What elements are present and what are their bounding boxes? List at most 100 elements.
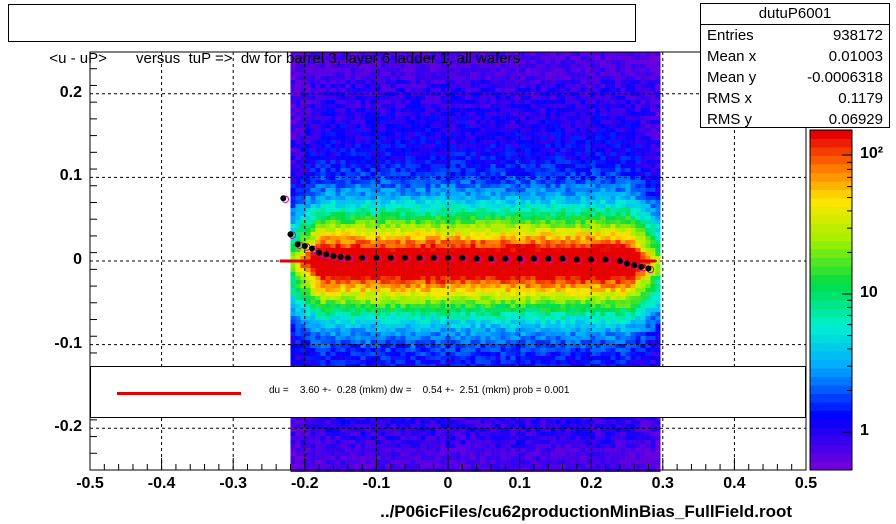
profile-point <box>430 254 437 261</box>
profile-point <box>301 242 308 249</box>
color-scale-step <box>810 240 852 250</box>
profile-point <box>559 255 566 262</box>
x-tick-label: -0.4 <box>147 475 176 492</box>
x-tick-label: -0.3 <box>219 475 247 492</box>
profile-point <box>473 255 480 262</box>
color-scale-step <box>810 419 852 428</box>
profile-point <box>308 245 315 252</box>
stats-value: 0.06929 <box>828 111 883 128</box>
color-scale-step <box>810 385 852 394</box>
profile-point <box>645 265 652 272</box>
profile-point <box>330 252 337 259</box>
color-scale-step <box>810 300 852 309</box>
profile-point <box>316 249 323 256</box>
profile-point <box>402 254 409 261</box>
fit-legend: du = 3.60 +- 0.28 (mkm) dw = 0.54 +- 2.5… <box>90 366 806 418</box>
profile-point <box>359 254 366 261</box>
color-scale-step <box>810 402 852 411</box>
y-tick-label: 0.2 <box>59 83 82 101</box>
color-scale-step <box>810 325 852 335</box>
color-scale-step <box>810 427 852 437</box>
color-scale-step <box>810 266 852 275</box>
x-tick-label: 0.1 <box>508 475 531 492</box>
color-scale-step <box>810 257 852 267</box>
stats-value: 0.1179 <box>838 90 883 107</box>
color-scale-step <box>810 249 852 258</box>
z-tick-label: 1 <box>860 422 869 439</box>
profile-point <box>624 260 630 267</box>
z-tick-label: 10 <box>860 284 878 301</box>
color-scale-step <box>810 138 852 148</box>
color-scale-step <box>810 223 852 233</box>
color-scale-step <box>810 189 852 199</box>
color-scale-step <box>810 444 852 454</box>
color-scale-step <box>810 274 852 284</box>
profile-point <box>573 256 580 263</box>
chart-title: <u - uP> versus tuP => dw for barrel 3, … <box>8 4 636 67</box>
y-tick-label: 0.1 <box>59 167 82 185</box>
color-scale-step <box>810 308 852 318</box>
color-scale-step <box>810 232 852 241</box>
profile-point <box>287 231 294 238</box>
stats-label: RMS x <box>707 90 752 107</box>
profile-point <box>616 258 623 264</box>
stats-label: Mean y <box>707 69 757 86</box>
color-scale-step <box>810 368 852 377</box>
stats-row-entries: Entries 938172 <box>701 25 889 46</box>
x-tick-label: -0.1 <box>362 475 391 492</box>
stats-label: Mean x <box>707 48 757 65</box>
color-scale-step <box>810 198 852 207</box>
color-scale-step <box>810 164 852 173</box>
profile-point <box>502 255 509 262</box>
color-scale-step <box>810 342 852 352</box>
profile-point <box>387 254 394 261</box>
profile-point <box>459 254 466 261</box>
color-scale-step <box>810 436 852 445</box>
profile-point <box>588 256 595 263</box>
profile-point <box>445 254 451 261</box>
color-scale-step <box>810 291 852 301</box>
color-scale-step <box>810 359 852 369</box>
color-scale-step <box>810 453 852 462</box>
profile-point <box>602 256 609 263</box>
stats-value: 938172 <box>832 27 883 44</box>
profile-point <box>344 254 351 261</box>
color-scale-step <box>810 376 852 386</box>
profile-point <box>545 255 552 262</box>
stats-histogram-name: dutuP6001 <box>701 4 889 25</box>
x-tick-label: 0.3 <box>651 475 674 492</box>
source-file-label: ../P06icFiles/cu62productionMinBias_Full… <box>380 502 792 521</box>
color-scale-step <box>810 461 852 471</box>
color-scale-step <box>810 334 852 343</box>
color-scale-step <box>810 410 852 420</box>
x-tick-label: -0.5 <box>76 475 104 492</box>
profile-point <box>530 255 537 262</box>
color-scale-step <box>810 283 852 292</box>
color-scale-step <box>810 206 852 216</box>
z-tick-label: 10² <box>860 145 884 162</box>
color-scale-step <box>810 215 852 224</box>
profile-point <box>323 251 330 258</box>
color-scale-step <box>810 393 852 403</box>
profile-point <box>294 241 301 248</box>
chart-title-text: <u - uP> versus tuP => dw for barrel 3, … <box>49 50 521 67</box>
stats-row-mean-x: Mean x 0.01003 <box>701 46 889 67</box>
stats-label: RMS y <box>707 111 752 128</box>
color-scale-step <box>810 155 852 165</box>
profile-point <box>337 253 344 260</box>
stats-value: -0.0006318 <box>807 69 883 86</box>
x-tick-label: 0.2 <box>580 475 603 492</box>
x-tick-label: 0 <box>443 475 453 492</box>
profile-point <box>416 254 423 261</box>
y-tick-label: -0.2 <box>54 418 82 436</box>
color-scale-step <box>810 317 852 326</box>
profile-point <box>516 255 523 262</box>
fit-result-text: du = 3.60 +- 0.28 (mkm) dw = 0.54 +- 2.5… <box>269 385 570 396</box>
x-tick-label: 0.5 <box>794 475 818 492</box>
color-scale-step <box>810 147 852 156</box>
color-scale-step <box>810 130 852 139</box>
stats-row-rms-y: RMS y 0.06929 <box>701 109 889 130</box>
profile-point <box>487 255 494 262</box>
color-scale-step <box>810 181 852 190</box>
color-scale-step <box>810 172 852 182</box>
